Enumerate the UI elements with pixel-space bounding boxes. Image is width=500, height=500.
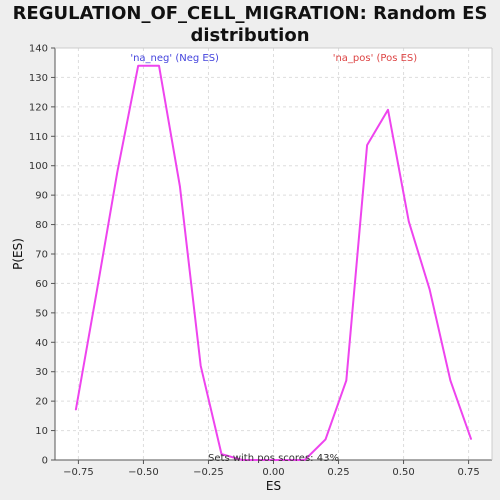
data-point	[137, 65, 139, 67]
y-tick-label: 50	[35, 308, 48, 319]
series-lines	[74, 64, 473, 461]
y-tick-label: 10	[35, 426, 48, 437]
y-tick-label: 110	[29, 132, 48, 143]
annotation-text: 'na_neg' (Neg ES)	[130, 53, 219, 64]
annotation-text: Sets with pos scores: 43%	[208, 453, 339, 464]
data-point	[408, 221, 410, 223]
data-point	[325, 438, 327, 440]
y-tick-label: 20	[35, 397, 48, 408]
y-tick-label: 120	[29, 102, 48, 113]
y-tick-label: 90	[35, 191, 48, 202]
y-tick-label: 30	[35, 367, 48, 378]
data-point	[449, 380, 451, 382]
x-axis-ticks: −0.75 −0.50 −0.25 0.00 0.25 0.50 0.75	[63, 460, 480, 478]
x-tick-label: 0.50	[392, 467, 414, 478]
x-tick-label: 0.25	[327, 467, 349, 478]
chart-title: REGULATION_OF_CELL_MIGRATION: Random ESd…	[13, 3, 488, 46]
x-tick-label: −0.25	[193, 467, 224, 478]
y-axis-label: P(ES)	[11, 238, 25, 270]
data-point	[429, 288, 431, 290]
y-tick-label: 70	[35, 250, 48, 261]
data-point	[116, 171, 118, 173]
data-point	[179, 185, 181, 187]
data-point	[387, 109, 389, 111]
y-tick-label: 60	[35, 279, 48, 290]
y-tick-label: 0	[42, 456, 48, 467]
data-point	[220, 453, 222, 455]
series-line	[74, 64, 473, 461]
annotations: 'na_neg' (Neg ES) 'na_pos' (Pos ES) Sets w…	[130, 53, 417, 464]
data-point	[200, 365, 202, 367]
data-point	[470, 438, 472, 440]
y-tick-label: 100	[29, 161, 48, 172]
data-point	[262, 459, 264, 461]
y-tick-label: 40	[35, 338, 48, 349]
x-tick-label: −0.50	[128, 467, 159, 478]
y-tick-label: 130	[29, 73, 48, 84]
y-axis-ticks: 0 10 20 30 40 50 60 70 80 90 100 110 120 130 140	[29, 44, 55, 467]
x-tick-label: −0.75	[63, 467, 94, 478]
data-point	[345, 380, 347, 382]
x-tick-label: 0.00	[262, 467, 284, 478]
data-point	[304, 459, 306, 461]
y-tick-label: 80	[35, 220, 48, 231]
data-point	[366, 144, 368, 146]
annotation-text: 'na_pos' (Pos ES)	[333, 53, 418, 64]
data-point	[158, 65, 160, 67]
data-point	[241, 459, 243, 461]
data-point	[96, 291, 98, 293]
x-axis-label: ES	[266, 479, 281, 493]
chart-title-line: REGULATION_OF_CELL_MIGRATION: Random ES	[13, 3, 488, 24]
y-tick-label: 140	[29, 44, 48, 55]
data-point	[283, 459, 285, 461]
x-tick-label: 0.75	[457, 467, 479, 478]
chart-title-line: distribution	[190, 25, 309, 46]
data-point	[75, 409, 77, 411]
